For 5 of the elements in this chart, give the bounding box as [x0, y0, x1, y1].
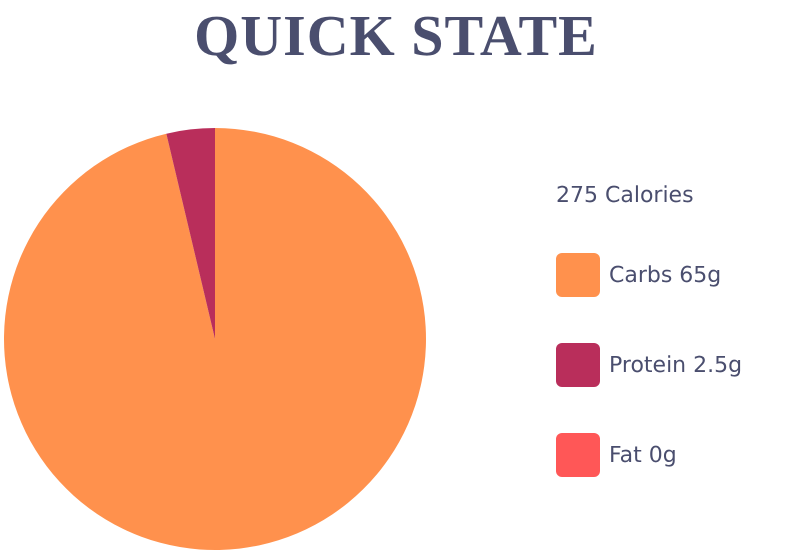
legend-label: Fat 0g [609, 442, 677, 468]
chart-title: QUICK STATE [193, 2, 599, 69]
legend-label: Carbs 65g [609, 262, 722, 288]
legend-label: Protein 2.5g [609, 352, 742, 378]
text: 275 Calories [556, 182, 695, 210]
